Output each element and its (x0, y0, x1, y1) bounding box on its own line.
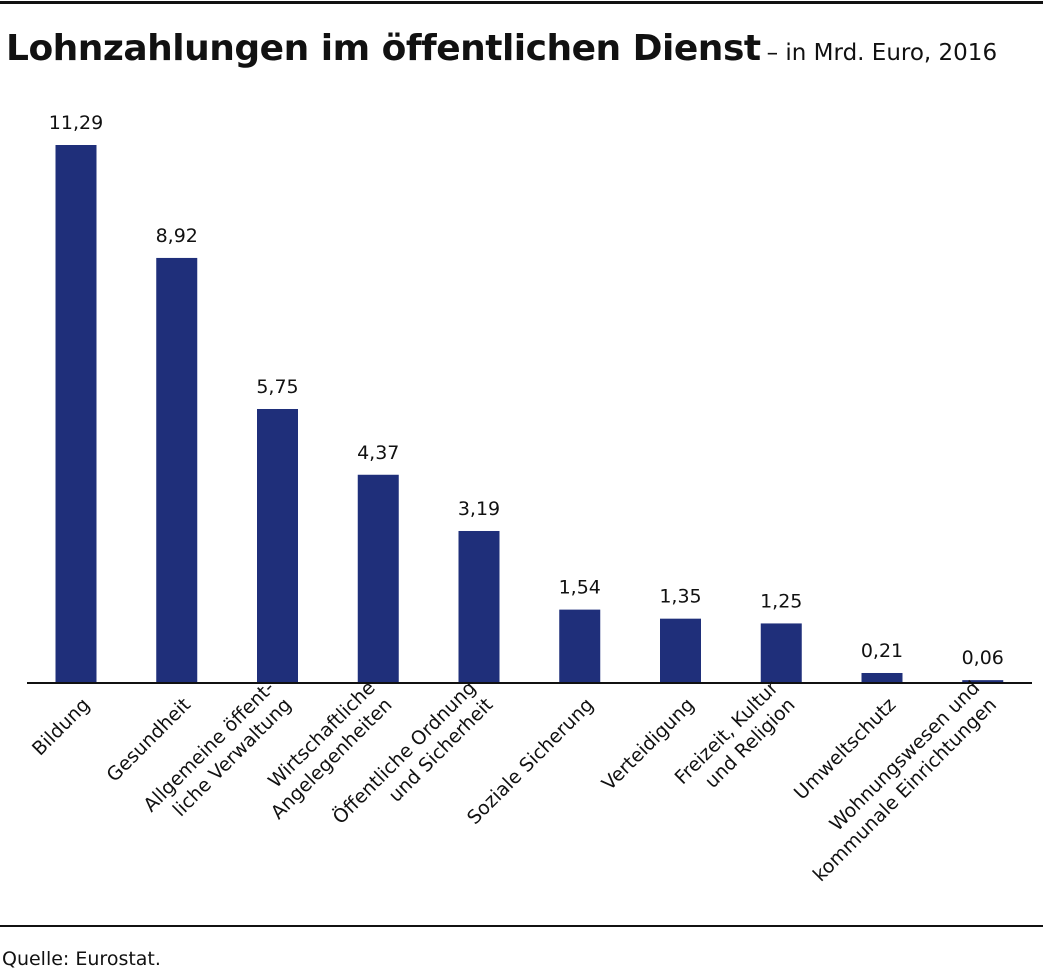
bar-chart: 11,29Bildung8,92Gesundheit5,75Allgemeine… (27, 112, 1032, 886)
chart-header: Lohnzahlungen im öffentlichen Dienst – in… (6, 28, 997, 69)
bar (559, 609, 601, 683)
value-label: 1,25 (760, 590, 802, 612)
value-label: 0,21 (861, 640, 903, 662)
chart-subtitle: – in Mrd. Euro, 2016 (766, 40, 998, 66)
bar (962, 680, 1004, 683)
value-label: 8,92 (156, 225, 198, 247)
value-label: 0,06 (962, 647, 1004, 669)
bottom-rule (0, 925, 1043, 927)
bar (660, 618, 701, 683)
top-rule (0, 1, 1043, 4)
category-label-line: kommunale Einrichtungen (809, 694, 1001, 886)
value-label: 3,19 (458, 498, 500, 520)
value-label: 1,54 (559, 577, 601, 599)
source-note: Quelle: Eurostat. (2, 948, 161, 970)
value-label: 11,29 (49, 112, 103, 134)
value-label: 4,37 (357, 442, 399, 464)
value-label: 1,35 (659, 586, 701, 608)
bar (458, 530, 500, 683)
bar (861, 672, 903, 683)
bar (760, 623, 802, 683)
chart-title: Lohnzahlungen im öffentlichen Dienst (6, 28, 761, 69)
category-label: Bildung (28, 694, 94, 760)
bar (357, 474, 399, 683)
value-label: 5,75 (256, 376, 298, 398)
category-label-line: Bildung (28, 694, 94, 760)
bar (257, 408, 298, 683)
bar (156, 257, 198, 683)
bar (55, 145, 97, 683)
